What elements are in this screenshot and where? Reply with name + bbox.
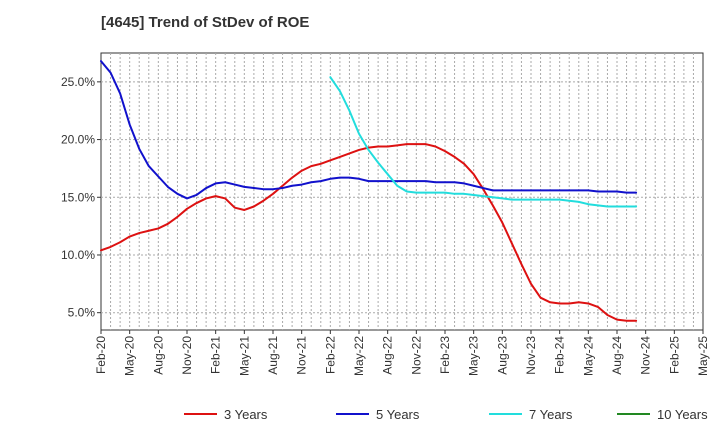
legend: 3 Years 5 Years 7 Years 10 Years [184, 407, 708, 422]
x-tick-label: May-24 [581, 336, 595, 376]
x-tick-label: Aug-23 [495, 336, 509, 375]
x-tick-label: May-22 [352, 336, 366, 376]
x-tick-label: May-21 [237, 336, 251, 376]
series-line-1 [100, 143, 638, 322]
x-tick-label: Nov-21 [295, 336, 309, 375]
x-tick-label: Feb-21 [209, 336, 223, 374]
legend-label: 5 Years [376, 407, 420, 422]
x-tick-label: Nov-24 [639, 336, 653, 375]
chart-title: [4645] Trend of StDev of ROE [101, 14, 310, 31]
x-tick-label: Nov-23 [524, 336, 538, 375]
series-line-2 [100, 60, 638, 200]
y-tick-label: 25.0% [61, 75, 95, 89]
x-tick-label: Aug-22 [381, 336, 395, 375]
x-tick-label: Feb-23 [438, 336, 452, 374]
x-tick-label: Feb-24 [553, 336, 567, 374]
y-axis-ticks: 5.0% 10.0% 15.0% 20.0% 25.0% [61, 75, 101, 320]
x-tick-label: May-20 [123, 336, 137, 376]
grid-lines [101, 53, 703, 330]
x-tick-label: Feb-20 [94, 336, 108, 374]
x-tick-label: May-23 [467, 336, 481, 376]
series-line-3 [329, 76, 638, 208]
x-tick-label: Feb-22 [323, 336, 337, 374]
x-tick-label: Feb-25 [667, 336, 681, 374]
legend-label: 3 Years [224, 407, 268, 422]
x-tick-label: Nov-22 [409, 336, 423, 375]
y-tick-label: 5.0% [68, 306, 96, 320]
x-tick-label: Aug-20 [151, 336, 165, 375]
x-tick-label: May-25 [696, 336, 710, 376]
x-tick-label: Nov-20 [180, 336, 194, 375]
y-tick-label: 10.0% [61, 248, 95, 262]
legend-label: 10 Years [657, 407, 708, 422]
series-lines [100, 60, 638, 322]
x-tick-label: Aug-24 [610, 336, 624, 375]
legend-label: 7 Years [529, 407, 573, 422]
y-tick-label: 20.0% [61, 133, 95, 147]
x-tick-label: Aug-21 [266, 336, 280, 375]
x-axis-ticks: Feb-20 May-20 Aug-20 Nov-20 Feb-21 May-21 Aug-… [94, 330, 710, 376]
y-tick-label: 15.0% [61, 190, 95, 204]
